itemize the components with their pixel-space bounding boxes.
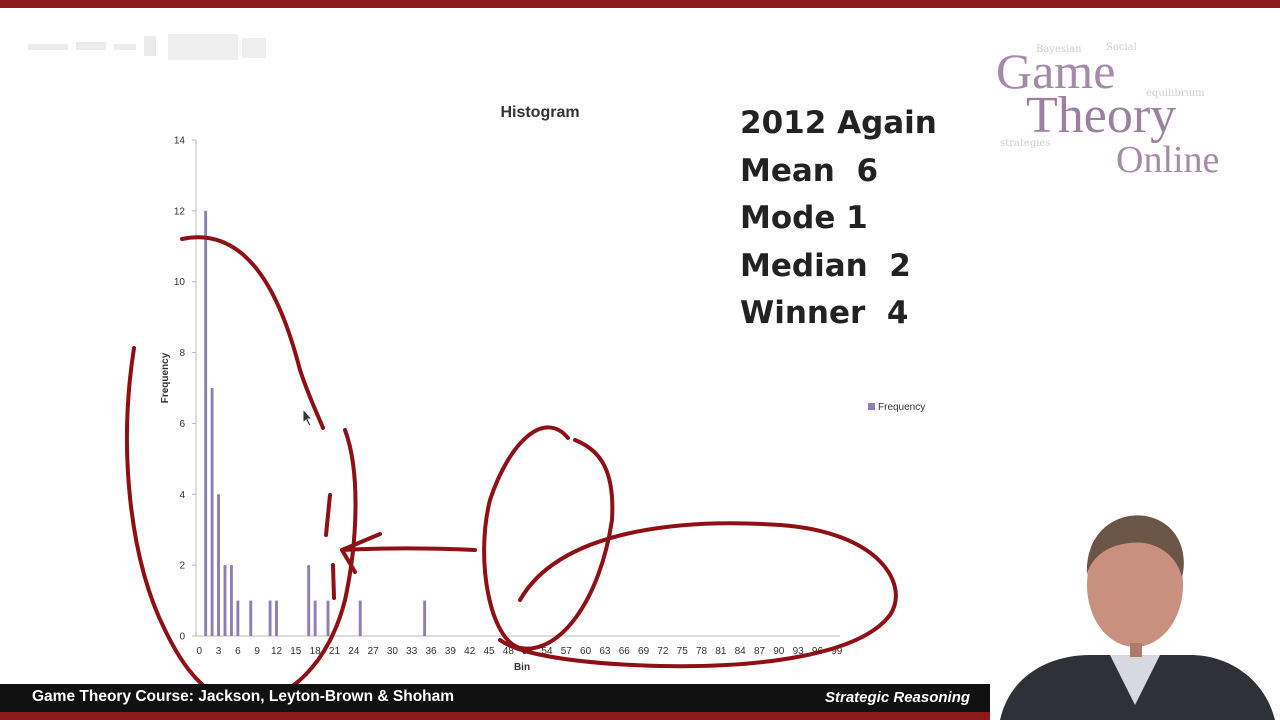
stat-title: 2012 Again [740,105,937,141]
x-tick-label: 18 [310,646,322,657]
x-tick-label: 96 [812,646,824,657]
chart-title: Histogram [500,104,580,121]
histogram-bar [326,600,330,636]
x-tick-label: 12 [271,646,283,657]
x-tick-label: 3 [216,646,222,657]
top-accent-bar [0,0,1280,8]
histogram-bar [275,600,278,636]
histogram-bar [223,565,227,636]
x-tick-label: 87 [754,646,766,657]
x-tick-label: 99 [831,646,843,657]
logo-bg-word: equilibrium [1146,88,1205,99]
legend-label: Frequency [878,402,925,413]
logo-word-game: Game [996,43,1116,99]
histogram-bar [210,388,214,636]
x-tick-label: 60 [580,646,592,657]
x-tick-label: 15 [290,646,302,657]
histogram-bar [204,210,208,636]
x-tick-label: 21 [329,646,341,657]
x-tick-label: 42 [464,646,476,657]
y-tick-label: 2 [179,561,185,572]
logo-bg-word: Bayesian [1036,44,1082,55]
histogram-bar [229,565,233,636]
histogram-bar [313,600,317,636]
x-tick-label: 36 [425,646,437,657]
stat-winner: Winner 4 [740,295,909,331]
x-tick-label: 78 [696,646,708,657]
y-axis-label: Frequency [160,352,171,403]
x-tick-label: 66 [619,646,631,657]
x-tick-label: 27 [368,646,380,657]
x-tick-label: 30 [387,646,399,657]
histogram-bar [358,600,362,636]
faded-header-graphic [28,34,266,60]
stats-panel: 2012 Again Mean 6 Mode 1 Median 2 Winner… [740,100,937,338]
x-tick-label: 75 [677,646,689,657]
x-tick-label: 48 [503,646,515,657]
y-tick-label: 4 [179,490,185,501]
x-tick-label: 72 [657,646,669,657]
logo-word-theory: Theory [1026,87,1177,144]
x-tick-label: 33 [406,646,418,657]
y-tick-label: 14 [174,136,186,147]
histogram-bar [249,600,253,636]
legend-swatch [868,403,875,410]
x-tick-label: 63 [599,646,611,657]
stat-mean: Mean 6 [740,152,879,189]
stat-mode: Mode 1 [740,200,868,236]
y-tick-label: 8 [179,348,185,359]
course-title: Game Theory Course: Jackson, Leyton-Brow… [32,688,455,705]
x-tick-label: 93 [793,646,805,657]
histogram-bar [217,494,220,636]
histogram-bar [236,600,240,636]
x-tick-label: 90 [773,646,785,657]
x-tick-label: 57 [561,646,573,657]
presenter-video [990,505,1280,720]
x-tick-label: 24 [348,646,360,657]
x-axis-label: Bin [514,662,530,673]
logo-bg-word: strategies [1000,138,1051,149]
game-theory-online-logo: equilibrium strategies Social Bayesian G… [996,28,1266,183]
histogram-bar [307,565,311,636]
x-tick-label: 6 [235,646,241,657]
histogram-bar [423,600,427,636]
logo-word-online: Online [1116,139,1220,181]
x-tick-label: 9 [254,646,260,657]
y-tick-label: 10 [174,277,186,288]
logo-bg-word: Social [1106,42,1137,53]
mouse-cursor-icon [302,408,314,427]
x-tick-label: 81 [715,646,727,657]
x-tick-label: 54 [541,646,553,657]
x-tick-label: 69 [638,646,650,657]
x-tick-label: 51 [522,646,534,657]
histogram-bar [268,600,272,636]
stat-median: Median 2 [740,247,911,284]
x-tick-label: 0 [196,646,202,657]
y-tick-label: 6 [179,419,185,430]
logo-word-cloud: equilibrium strategies Social Bayesian [996,28,1266,183]
section-title: Strategic Reasoning [825,689,971,706]
y-tick-label: 12 [174,206,186,217]
x-tick-label: 39 [445,646,457,657]
x-tick-label: 84 [735,646,747,657]
y-tick-label: 0 [179,632,185,643]
x-tick-label: 45 [483,646,495,657]
bottom-accent-bar [0,712,1280,720]
